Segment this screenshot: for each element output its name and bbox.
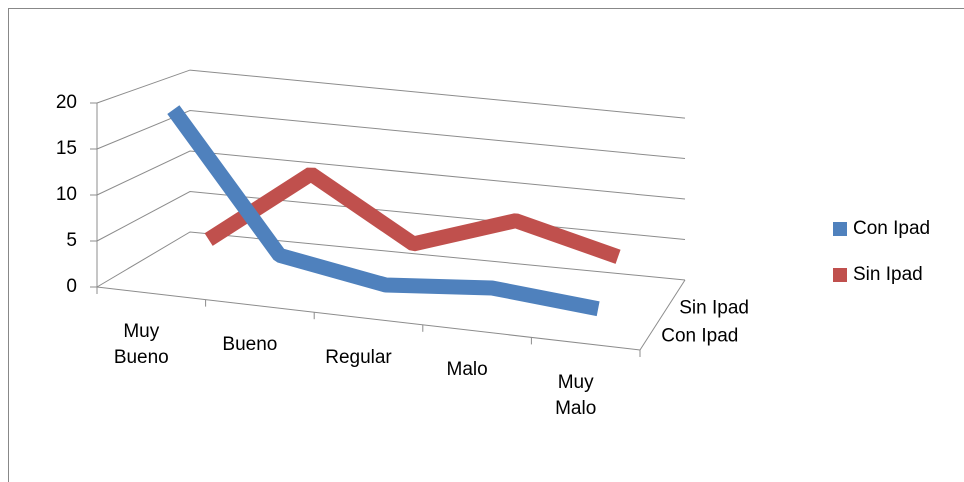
y-tick-label: 20 [56,92,77,113]
legend-label: Con Ipad [853,218,930,239]
grid-line [96,69,686,119]
grid-line [96,150,686,200]
x-axis [96,286,641,351]
grid-line [96,231,686,288]
depth-axis [639,279,686,351]
legend-swatch [833,222,847,236]
depth-label: Con Ipad [661,326,738,347]
x-tick-label: Muy Malo [555,371,597,419]
y-tick-label: 10 [56,184,77,205]
y-tick-label: 0 [66,276,77,297]
grid-line [96,110,686,160]
y-tick-label: 15 [56,138,77,159]
x-tick-label: Muy Bueno [113,321,169,369]
x-tick-label: Bueno [222,333,278,355]
legend-swatch [833,268,847,282]
chart-border [8,8,964,482]
legend-label: Sin Ipad [853,264,923,285]
x-tick-label: Malo [446,359,488,381]
depth-label: Sin Ipad [679,298,749,319]
series-line [167,105,600,317]
x-tick-label: Regular [325,346,392,368]
series-line [204,167,621,264]
y-tick-label: 5 [66,230,77,251]
